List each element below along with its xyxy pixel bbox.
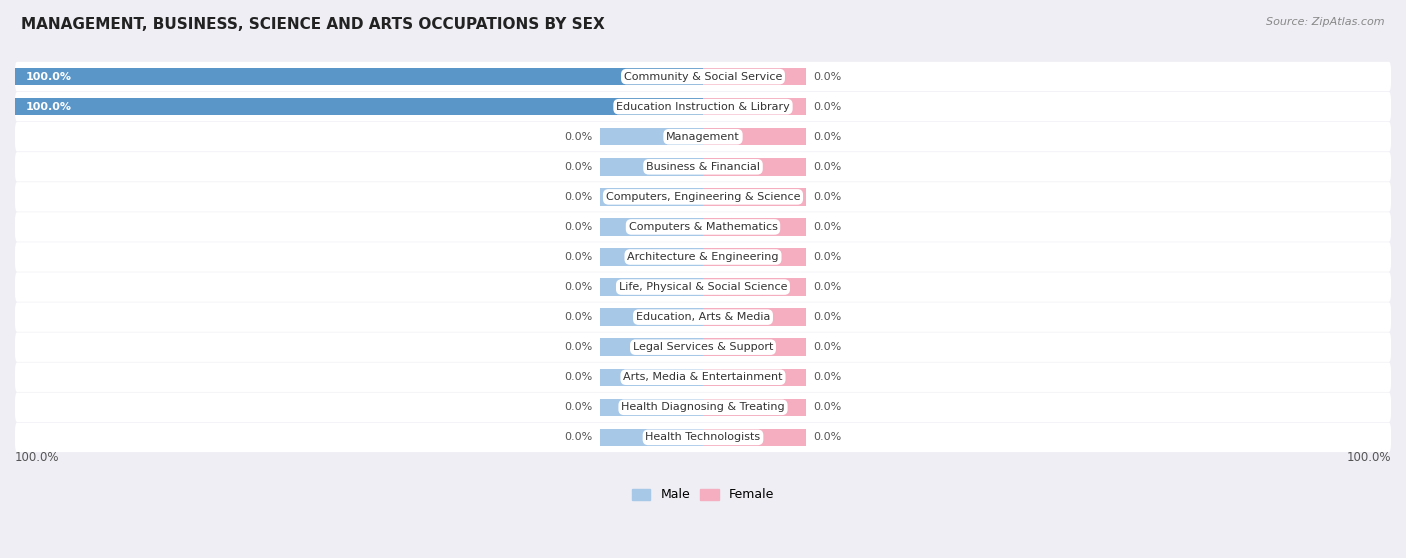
Text: Life, Physical & Social Science: Life, Physical & Social Science xyxy=(619,282,787,292)
FancyBboxPatch shape xyxy=(15,333,1391,362)
Text: Management: Management xyxy=(666,132,740,142)
Text: 0.0%: 0.0% xyxy=(565,312,593,322)
Text: 100.0%: 100.0% xyxy=(25,102,72,112)
Bar xyxy=(703,188,806,205)
Bar xyxy=(703,339,806,356)
Bar xyxy=(600,158,703,176)
Legend: Male, Female: Male, Female xyxy=(627,483,779,507)
Text: 0.0%: 0.0% xyxy=(813,102,841,112)
FancyBboxPatch shape xyxy=(15,182,1391,211)
Text: 0.0%: 0.0% xyxy=(565,222,593,232)
Text: 0.0%: 0.0% xyxy=(565,282,593,292)
FancyBboxPatch shape xyxy=(15,92,1391,122)
Text: 0.0%: 0.0% xyxy=(813,222,841,232)
Text: Health Diagnosing & Treating: Health Diagnosing & Treating xyxy=(621,402,785,412)
Text: Health Technologists: Health Technologists xyxy=(645,432,761,442)
Text: Education Instruction & Library: Education Instruction & Library xyxy=(616,102,790,112)
Text: 0.0%: 0.0% xyxy=(565,252,593,262)
Text: 0.0%: 0.0% xyxy=(813,71,841,81)
Text: 0.0%: 0.0% xyxy=(813,402,841,412)
Text: Arts, Media & Entertainment: Arts, Media & Entertainment xyxy=(623,372,783,382)
Bar xyxy=(703,368,806,386)
Bar xyxy=(703,398,806,416)
Text: 0.0%: 0.0% xyxy=(813,342,841,352)
Bar xyxy=(600,398,703,416)
Bar xyxy=(600,278,703,296)
Bar xyxy=(600,248,703,266)
Bar xyxy=(703,248,806,266)
Text: 0.0%: 0.0% xyxy=(813,432,841,442)
Bar xyxy=(600,218,703,235)
Text: Computers & Mathematics: Computers & Mathematics xyxy=(628,222,778,232)
Text: Education, Arts & Media: Education, Arts & Media xyxy=(636,312,770,322)
Bar xyxy=(703,429,806,446)
FancyBboxPatch shape xyxy=(15,242,1391,272)
Text: Architecture & Engineering: Architecture & Engineering xyxy=(627,252,779,262)
Text: 0.0%: 0.0% xyxy=(813,162,841,172)
FancyBboxPatch shape xyxy=(15,272,1391,302)
Text: 0.0%: 0.0% xyxy=(813,132,841,142)
Bar xyxy=(703,278,806,296)
Text: 0.0%: 0.0% xyxy=(813,192,841,202)
FancyBboxPatch shape xyxy=(15,422,1391,452)
Bar xyxy=(15,68,703,85)
Text: 0.0%: 0.0% xyxy=(813,282,841,292)
Bar xyxy=(703,309,806,326)
Bar xyxy=(703,98,806,116)
FancyBboxPatch shape xyxy=(15,302,1391,332)
Text: 0.0%: 0.0% xyxy=(565,192,593,202)
Text: 0.0%: 0.0% xyxy=(565,162,593,172)
Text: 0.0%: 0.0% xyxy=(565,432,593,442)
Text: Legal Services & Support: Legal Services & Support xyxy=(633,342,773,352)
FancyBboxPatch shape xyxy=(15,152,1391,181)
Text: 0.0%: 0.0% xyxy=(565,372,593,382)
Bar xyxy=(600,128,703,146)
Text: 100.0%: 100.0% xyxy=(15,451,59,464)
Bar xyxy=(600,429,703,446)
Text: 0.0%: 0.0% xyxy=(565,132,593,142)
Bar xyxy=(703,68,806,85)
Text: Computers, Engineering & Science: Computers, Engineering & Science xyxy=(606,192,800,202)
Bar xyxy=(600,339,703,356)
Text: 100.0%: 100.0% xyxy=(25,71,72,81)
FancyBboxPatch shape xyxy=(15,62,1391,92)
Text: Business & Financial: Business & Financial xyxy=(645,162,761,172)
Bar xyxy=(703,218,806,235)
Bar xyxy=(703,128,806,146)
Bar xyxy=(600,309,703,326)
FancyBboxPatch shape xyxy=(15,363,1391,392)
Text: 100.0%: 100.0% xyxy=(1347,451,1391,464)
Text: 0.0%: 0.0% xyxy=(813,372,841,382)
FancyBboxPatch shape xyxy=(15,122,1391,151)
Text: 0.0%: 0.0% xyxy=(565,342,593,352)
Bar xyxy=(15,98,703,116)
Text: 0.0%: 0.0% xyxy=(565,402,593,412)
Bar xyxy=(703,158,806,176)
Text: MANAGEMENT, BUSINESS, SCIENCE AND ARTS OCCUPATIONS BY SEX: MANAGEMENT, BUSINESS, SCIENCE AND ARTS O… xyxy=(21,17,605,32)
Bar xyxy=(600,188,703,205)
Text: Source: ZipAtlas.com: Source: ZipAtlas.com xyxy=(1267,17,1385,27)
Bar xyxy=(600,368,703,386)
FancyBboxPatch shape xyxy=(15,393,1391,422)
Text: 0.0%: 0.0% xyxy=(813,252,841,262)
Text: Community & Social Service: Community & Social Service xyxy=(624,71,782,81)
FancyBboxPatch shape xyxy=(15,212,1391,242)
Text: 0.0%: 0.0% xyxy=(813,312,841,322)
